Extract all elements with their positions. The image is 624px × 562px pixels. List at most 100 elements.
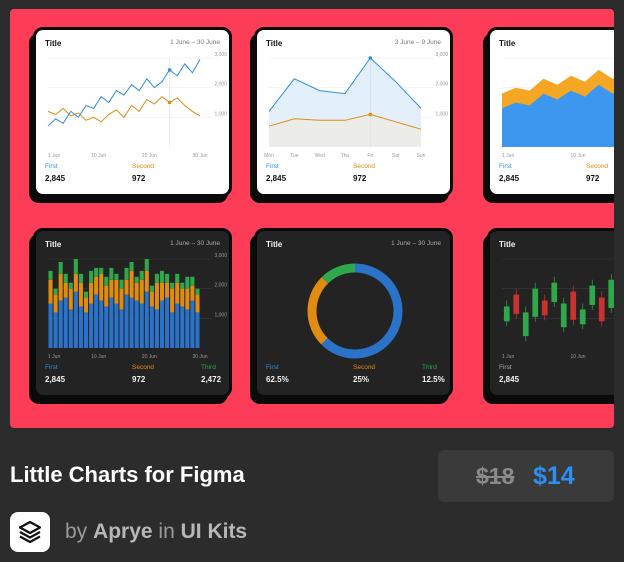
author-avatar[interactable]	[10, 512, 50, 552]
bar-segment	[83, 297, 89, 313]
bar-segment	[129, 261, 134, 271]
x-tick-label: 20 Jun	[142, 354, 157, 360]
author-link[interactable]: Aprye	[93, 520, 153, 543]
candle-body	[532, 288, 539, 317]
bar-segment	[170, 282, 175, 289]
legend-label: First	[45, 364, 58, 371]
x-tick-label: Sat	[392, 153, 400, 159]
x-tick-label: Thu	[341, 153, 350, 159]
chart-card[interactable]: Title 3 June – 9 June 3,000 2,000 1,000 Mon Tu…	[254, 27, 453, 197]
product-title[interactable]: Little Charts for Figma	[10, 462, 245, 487]
x-tick-label: 1 Jun	[48, 153, 60, 159]
legend-value: 12.5%	[422, 375, 445, 384]
hero-banner[interactable]: Title 1 June – 30 June 3,000 2,000 1,000 1 Ju…	[10, 9, 614, 428]
category-link[interactable]: UI Kits	[180, 520, 248, 543]
bar-segment	[83, 312, 89, 348]
x-tick-label: 1 Jun	[502, 153, 514, 159]
bar-segment	[185, 288, 190, 310]
price-box[interactable]: $18 $14	[438, 450, 614, 502]
donut-slice	[307, 263, 403, 359]
chart-card[interactable]: Title 1 June – 30 June 3,000 2,000 1,000 1 Ju…	[33, 27, 232, 197]
chart-plot: 3,000 2,000 1,000 1 Jun 10 Jun 20 Jun 30 Jun	[48, 253, 227, 360]
chart-card[interactable]: Title 1 June – 30 June 3,000 2,000 1,000 1 Ju…	[33, 228, 232, 398]
legend-label: Second	[586, 163, 609, 170]
candle-body	[560, 303, 567, 328]
bar-segment	[195, 288, 200, 295]
bar-segment	[109, 267, 114, 280]
legend-label: Second	[132, 364, 155, 371]
legend-value: 972	[353, 174, 367, 183]
data-point	[368, 56, 373, 60]
bar-segment	[170, 312, 175, 348]
card-title: Title	[45, 240, 62, 249]
bar-segment	[180, 288, 185, 307]
bar-segment	[149, 306, 154, 348]
bar-segment	[124, 279, 129, 295]
x-tick-label: 30 Jun	[192, 153, 207, 159]
legend-value: 972	[132, 375, 146, 384]
x-tick-label: 10 Jun	[91, 354, 106, 360]
legend-label: First	[499, 163, 512, 170]
current-price: $14	[533, 462, 575, 490]
bar-segment	[154, 309, 159, 348]
bar-segment	[165, 297, 170, 348]
legend-label: Third	[422, 364, 437, 371]
bar-segment	[119, 288, 124, 310]
legend-label: Second	[353, 163, 376, 170]
bar-segment	[73, 259, 78, 274]
bar-segment	[144, 291, 149, 348]
legend-value: 2,845	[266, 174, 287, 183]
bar-segment	[83, 291, 89, 298]
bar-segment	[144, 259, 149, 271]
bar-segment	[124, 267, 129, 280]
bar-segment	[190, 276, 195, 286]
x-tick-label: Wed	[315, 153, 325, 159]
candle-body	[522, 312, 529, 337]
series-line-first	[268, 57, 422, 112]
series-line-second	[47, 95, 201, 123]
bar-segment	[159, 282, 165, 301]
bar-segment	[109, 279, 114, 298]
bar-segment	[139, 270, 144, 280]
bar-segment	[78, 273, 83, 283]
bar-segment	[89, 303, 94, 348]
bar-segment	[190, 285, 195, 301]
legend-label: First	[499, 364, 512, 371]
legend-label: First	[45, 163, 58, 170]
bar-segment	[104, 276, 109, 286]
series-line-first	[47, 59, 201, 127]
bar-segment	[48, 303, 53, 348]
bar-segment	[154, 273, 159, 283]
bar-segment	[159, 300, 165, 348]
bar-segment	[149, 291, 154, 307]
y-tick-label: 1,000	[214, 312, 227, 318]
card-title: Title	[266, 39, 283, 48]
legend-value: 972	[586, 174, 600, 183]
candle-body	[513, 294, 520, 314]
chart-card[interactable]: Title 1 June – 30 June First 62.5% Second 25%…	[254, 228, 453, 398]
bar-segment	[139, 279, 144, 304]
card-date-range: 1 June – 30 June	[170, 39, 220, 46]
x-tick-label: 1 Jun	[48, 354, 60, 360]
candle-body	[570, 291, 577, 320]
candle-body	[551, 282, 558, 303]
bar-segment	[134, 276, 139, 283]
bar-segment	[190, 300, 195, 348]
bar-segment	[58, 273, 63, 301]
bar-segment	[139, 303, 144, 348]
y-tick-label: 1,000	[435, 111, 448, 117]
bar-segment	[104, 285, 109, 307]
bar-segment	[114, 273, 119, 280]
bar-segment	[195, 294, 200, 313]
bar-segment	[114, 279, 119, 304]
y-tick-label: 3,000	[214, 253, 227, 259]
bar-segment	[195, 312, 200, 348]
y-tick-label: 3,000	[435, 52, 448, 58]
bar-segment	[68, 309, 73, 348]
legend-value: 972	[132, 174, 146, 183]
bar-segment	[185, 309, 190, 348]
candle-body	[589, 285, 596, 305]
